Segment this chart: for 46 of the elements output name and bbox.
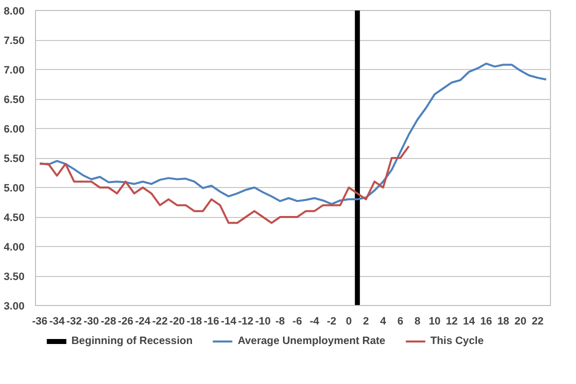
y-tick-label: 5.00: [4, 182, 25, 194]
x-tick-label: 6: [397, 316, 404, 328]
y-tick-label: 3.50: [4, 271, 25, 283]
y-tick-label: 4.50: [4, 212, 25, 224]
x-tick-label: 8: [414, 316, 420, 328]
y-tick-label: 8.00: [4, 6, 25, 18]
x-tick-label: -30: [84, 316, 100, 328]
x-tick-label: -16: [204, 316, 220, 328]
line-series: [38, 62, 548, 206]
y-tick-label: 7.50: [4, 35, 25, 47]
x-tick-label: -24: [135, 316, 151, 328]
legend-label: This Cycle: [430, 335, 484, 347]
line-series: [38, 145, 410, 224]
x-tick-label: -12: [238, 316, 254, 328]
x-tick-label: -2: [326, 316, 336, 328]
legend-label: Average Unemployment Rate: [238, 335, 386, 347]
x-tick-label: -34: [49, 316, 65, 328]
x-tick-label: 4: [380, 316, 386, 328]
x-tick-label: -36: [32, 316, 48, 328]
legend-label: Beginning of Recession: [71, 335, 193, 347]
y-tick-label: 6.00: [4, 124, 25, 136]
y-tick-label: 6.50: [4, 94, 25, 106]
x-tick-label: 22: [532, 316, 544, 328]
x-tick-label: -22: [152, 316, 168, 328]
x-tick-label: 2: [362, 316, 369, 328]
x-tick-label: -32: [66, 316, 82, 328]
y-tick-label: 3.00: [4, 300, 25, 312]
x-tick-label: 18: [497, 316, 510, 328]
x-tick-label: -4: [310, 316, 320, 328]
x-tick-label: -8: [275, 316, 285, 328]
x-tick-label: -20: [169, 316, 185, 328]
x-tick-label: 16: [480, 316, 492, 328]
x-tick-label: -10: [255, 316, 271, 328]
y-tick-label: 7.00: [4, 64, 25, 76]
x-tick-label: -18: [186, 316, 202, 328]
y-tick-label: 4.00: [4, 242, 25, 254]
x-tick-label: -14: [220, 316, 236, 328]
x-tick-label: 12: [446, 316, 458, 328]
x-tick-label: -26: [118, 316, 134, 328]
x-tick-label: 14: [463, 316, 475, 328]
x-tick-label: 10: [428, 316, 441, 328]
x-tick-label: 0: [346, 316, 352, 328]
y-tick-label: 5.50: [4, 153, 25, 165]
x-tick-label: -6: [292, 316, 302, 328]
x-tick-label: -28: [100, 316, 116, 328]
x-tick-label: 20: [514, 316, 526, 328]
